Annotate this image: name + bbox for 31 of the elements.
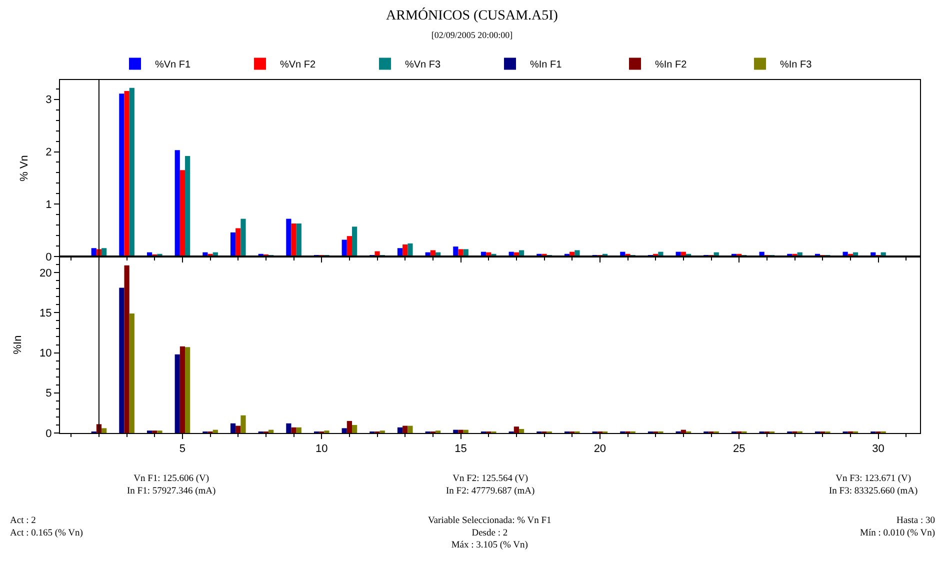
legend-label: %In F1 <box>530 60 562 71</box>
y-tick-label: 15 <box>40 308 52 320</box>
x-tick-label: 30 <box>872 443 884 456</box>
y-tick-label: 3 <box>46 94 52 106</box>
text: Variable Seleccionada: % Vn F1 Desde : 2 Máx : 3.105 (% Vn) <box>428 516 552 551</box>
y-tick-label: 20 <box>40 267 52 280</box>
y-axis-title: % Vn <box>18 155 30 182</box>
legend-label: %Vn F1 <box>155 60 192 71</box>
text: Vn F3: 123.671 (V) In F3: 83325.660 (mA) <box>829 474 918 496</box>
legend-label: %Vn F2 <box>280 60 316 71</box>
y-tick-label: 10 <box>40 348 52 360</box>
x-tick-label: 25 <box>732 443 746 456</box>
legend-label: %Vn F3 <box>405 60 442 71</box>
chart-subtitle: [02/09/2005 20:00:00] <box>431 30 513 40</box>
text: Act : 2 Act : 0.165 (% Vn) <box>10 516 83 538</box>
text: Hasta : 30 Mín : 0.010 (% Vn) <box>860 516 936 538</box>
y-tick-label: 2 <box>46 146 52 159</box>
legend-label: %In F3 <box>780 60 812 71</box>
y-tick-label: 0 <box>46 428 52 440</box>
x-tick-label: 10 <box>315 443 328 456</box>
legend-label: %In F2 <box>655 60 688 71</box>
y-axis-title: %In <box>12 335 24 354</box>
chart-title: ARMÓNICOS (CUSAM.A5I) <box>386 6 558 24</box>
text: Vn F1: 125.606 (V) In F1: 57927.346 (mA) <box>127 474 216 496</box>
y-tick-label: 1 <box>46 198 52 211</box>
x-tick-label: 20 <box>594 443 606 456</box>
x-tick-label: 15 <box>454 443 467 456</box>
y-tick-label: 5 <box>46 388 52 400</box>
x-tick-label: 5 <box>179 443 186 456</box>
y-tick-label: 0 <box>46 251 52 264</box>
text: Vn F2: 125.564 (V) In F2: 47779.687 (mA) <box>446 474 535 496</box>
